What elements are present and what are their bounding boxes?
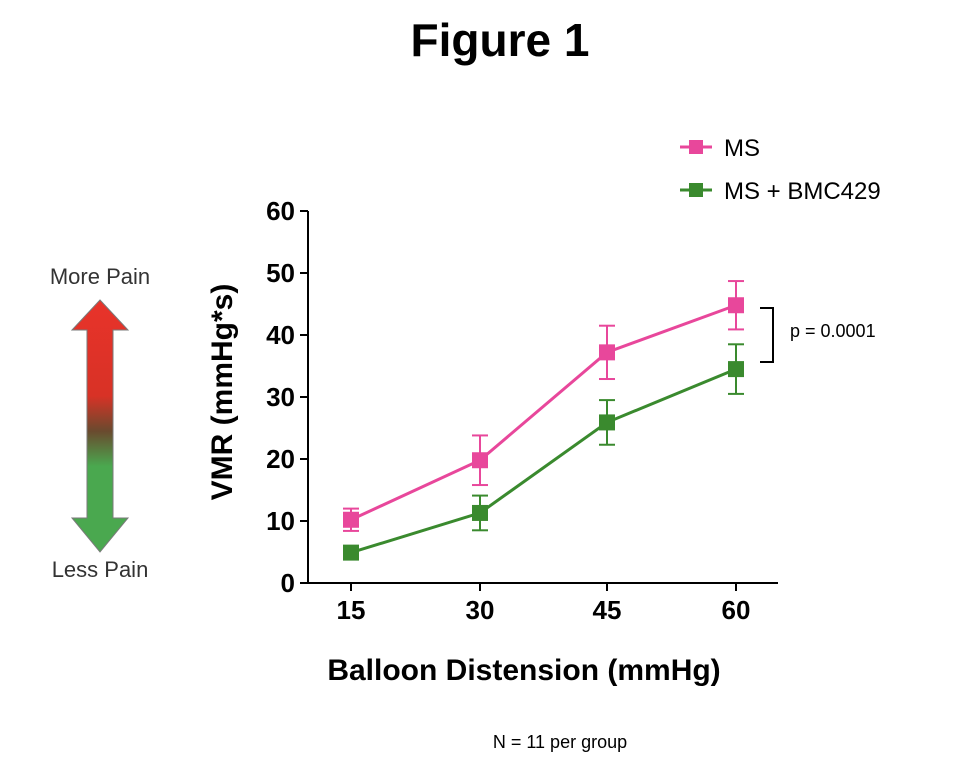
- y-tick-label: 50: [266, 258, 295, 288]
- pain-scale-bottom-label: Less Pain: [52, 557, 149, 582]
- legend-item-ms: MS: [680, 135, 760, 162]
- data-point-ms-bmc429: [472, 504, 488, 521]
- y-tick-label: 40: [266, 320, 295, 350]
- x-tick-label: 30: [466, 595, 495, 625]
- pain-scale-arrow-icon: [70, 299, 130, 553]
- data-point-ms-bmc429: [599, 414, 615, 431]
- x-tick-label: 45: [593, 595, 622, 625]
- significance-label: p = 0.0001: [790, 321, 876, 341]
- data-point-ms-bmc429: [728, 361, 744, 378]
- data-point-ms: [728, 297, 744, 314]
- x-tick-label: 15: [337, 595, 366, 625]
- legend-marker-ms: [689, 140, 703, 154]
- pain-scale-top-label: More Pain: [50, 264, 150, 289]
- legend-item-ms-bmc429: MS + BMC429: [680, 178, 881, 205]
- footnote: N = 11 per group: [493, 732, 627, 752]
- legend-label-ms-bmc429: MS + BMC429: [724, 178, 881, 205]
- y-axis-title: VMR (mmHg*s): [206, 284, 239, 501]
- significance-bracket: p = 0.0001: [760, 307, 876, 363]
- legend-label-ms: MS: [724, 135, 760, 162]
- legend: MS MS + BMC429: [680, 135, 881, 205]
- y-tick-label: 10: [266, 506, 295, 536]
- significance-bracket-line: [760, 307, 774, 363]
- y-tick-label: 30: [266, 382, 295, 412]
- data-point-ms: [472, 452, 488, 469]
- pain-scale: More Pain Less Pain: [50, 264, 150, 582]
- series-line-ms-bmc429: [350, 367, 737, 555]
- legend-marker-ms-bmc429: [689, 183, 703, 197]
- x-axis-title: Balloon Distension (mmHg): [327, 654, 720, 687]
- figure-title: Figure 1: [411, 14, 590, 66]
- y-tick-label: 60: [266, 196, 295, 226]
- series-line-ms: [350, 303, 737, 522]
- y-tick-label: 0: [281, 568, 295, 598]
- x-tick-label: 60: [722, 595, 751, 625]
- data-point-ms: [343, 511, 359, 528]
- data-point-ms: [599, 344, 615, 361]
- y-tick-label: 20: [266, 444, 295, 474]
- data-point-ms-bmc429: [343, 544, 359, 561]
